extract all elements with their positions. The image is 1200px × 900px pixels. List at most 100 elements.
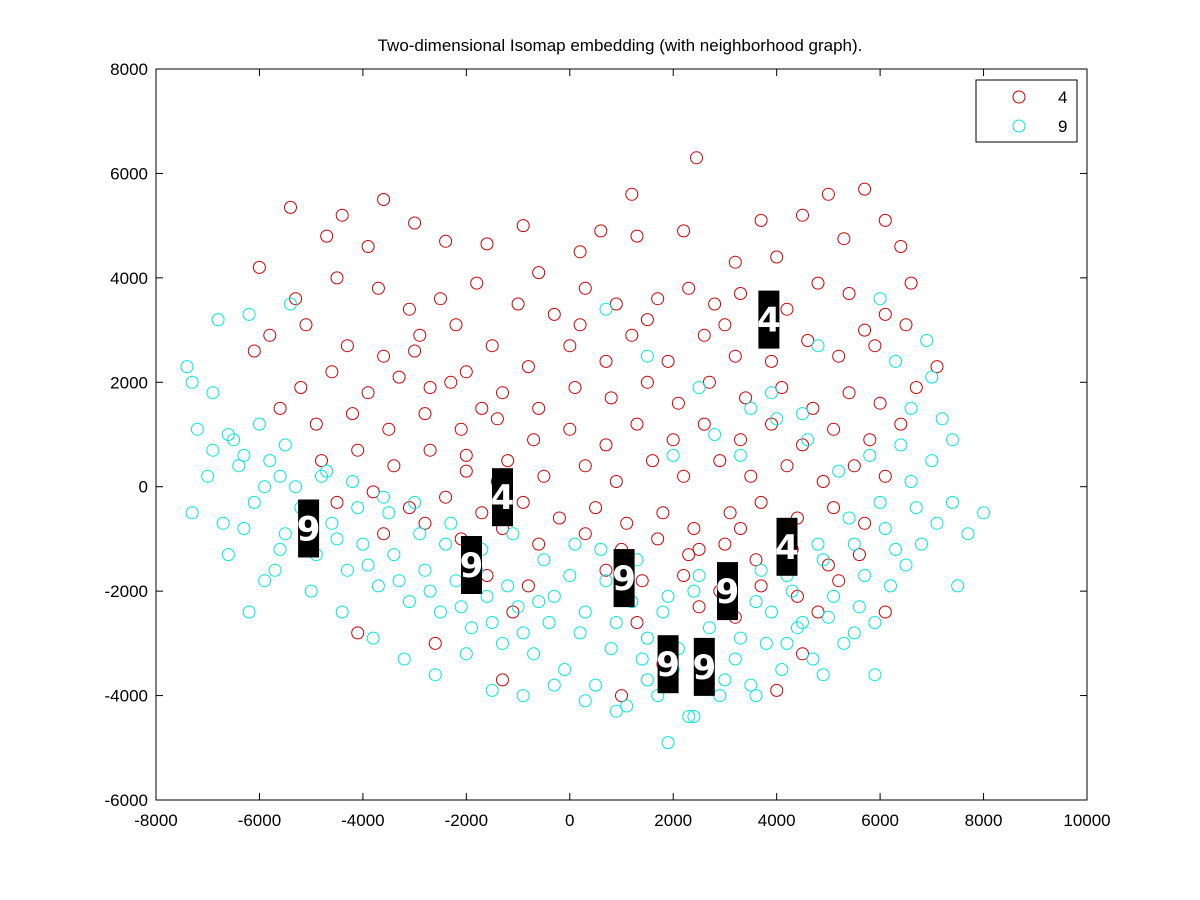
point-4-67 xyxy=(361,386,375,400)
point-9-66 xyxy=(946,433,959,447)
point-9-86 xyxy=(485,683,499,697)
point-9-3 xyxy=(242,307,256,321)
point-9-45 xyxy=(728,652,742,666)
thumbnail-digit-9-3: 9 xyxy=(460,536,484,594)
point-9-2 xyxy=(211,313,225,327)
point-9-150 xyxy=(501,579,515,593)
y-tick-label: -2000 xyxy=(105,582,148,601)
point-4-25 xyxy=(289,292,303,306)
point-4-53 xyxy=(599,354,613,368)
point-9-114 xyxy=(754,563,768,577)
point-4-49 xyxy=(449,318,463,332)
y-tick-label: 2000 xyxy=(110,373,148,392)
point-9-79 xyxy=(273,542,287,556)
point-4-108 xyxy=(501,454,515,468)
point-9-166 xyxy=(237,448,251,462)
point-9-42 xyxy=(682,710,696,723)
point-9-153 xyxy=(594,542,608,556)
point-4-57 xyxy=(728,349,742,363)
point-4-177 xyxy=(408,344,422,358)
point-4-114 xyxy=(713,454,727,468)
point-9-12 xyxy=(216,516,230,530)
point-9-173 xyxy=(801,433,815,447)
point-4-129 xyxy=(656,506,670,520)
point-4-24 xyxy=(252,260,266,274)
point-4-42 xyxy=(878,307,892,321)
point-9-46 xyxy=(744,678,758,692)
x-tick-label: -4000 xyxy=(341,811,384,830)
legend-marker-4 xyxy=(1012,90,1026,104)
point-9-174 xyxy=(770,412,784,426)
point-4-146 xyxy=(749,553,763,567)
point-4-71 xyxy=(496,386,509,400)
point-4-23 xyxy=(894,240,908,253)
point-4-157 xyxy=(790,589,804,603)
point-4-40 xyxy=(811,276,825,290)
point-9-72 xyxy=(765,386,778,400)
point-4-13 xyxy=(480,237,494,251)
point-4-172 xyxy=(796,647,809,661)
point-4-47 xyxy=(377,349,391,363)
point-9-76 xyxy=(599,302,613,316)
point-9-165 xyxy=(221,428,235,441)
point-4-106 xyxy=(423,443,437,457)
point-4-20 xyxy=(754,213,768,227)
point-9-28 xyxy=(465,621,478,635)
point-9-90 xyxy=(609,704,623,718)
y-tick-label: -6000 xyxy=(105,791,148,810)
x-tick-label: 0 xyxy=(565,811,574,830)
point-9-103 xyxy=(413,527,427,541)
legend-marker-9 xyxy=(1012,119,1026,133)
y-tick-label: 8000 xyxy=(110,60,148,79)
point-9-57 xyxy=(915,537,928,551)
point-4-164 xyxy=(878,605,892,619)
point-4-95 xyxy=(666,433,680,447)
point-9-120 xyxy=(221,548,235,562)
y-tick-label: 6000 xyxy=(110,164,148,183)
point-4-128 xyxy=(620,516,634,530)
point-9-51 xyxy=(821,610,835,624)
point-9-83 xyxy=(397,652,411,666)
point-4-11 xyxy=(361,240,375,253)
point-9-81 xyxy=(335,605,349,619)
point-9-5 xyxy=(190,422,204,436)
x-tick-label: -8000 xyxy=(134,811,177,830)
point-4-73 xyxy=(568,381,582,394)
point-4-156 xyxy=(754,579,768,593)
point-9-36 xyxy=(589,678,603,692)
point-9-101 xyxy=(351,501,365,515)
point-4-182 xyxy=(718,318,732,332)
point-9-19 xyxy=(325,516,339,530)
point-4-183 xyxy=(770,250,784,264)
point-9-100 xyxy=(320,464,334,478)
legend: 4 9 xyxy=(975,79,1078,143)
point-4-85 xyxy=(309,417,323,431)
point-9-65 xyxy=(935,412,949,426)
point-9-170 xyxy=(863,448,877,462)
point-9-7 xyxy=(227,433,241,447)
point-9-125 xyxy=(361,558,375,572)
point-9-25 xyxy=(418,563,432,577)
point-4-41 xyxy=(842,287,856,300)
point-4-3 xyxy=(408,216,422,230)
point-4-153 xyxy=(635,574,649,588)
point-4-38 xyxy=(734,287,747,300)
data-points xyxy=(180,151,991,750)
point-4-123 xyxy=(439,490,453,504)
point-4-86 xyxy=(346,407,359,421)
point-4-8 xyxy=(858,182,872,196)
point-9-55 xyxy=(884,579,897,593)
svg-text:4: 4 xyxy=(775,528,799,568)
point-9-50 xyxy=(806,652,820,666)
point-9-109 xyxy=(599,574,613,588)
point-4-32 xyxy=(547,307,561,321)
point-9-172 xyxy=(925,454,939,468)
point-9-106 xyxy=(506,527,520,541)
point-9-22 xyxy=(371,579,385,593)
svg-text:9: 9 xyxy=(460,546,484,586)
point-9-9 xyxy=(278,438,292,452)
point-4-28 xyxy=(402,302,416,316)
chart-title: Two-dimensional Isomap embedding (with n… xyxy=(378,36,863,55)
point-9-152 xyxy=(563,569,577,582)
point-4-102 xyxy=(894,417,908,431)
